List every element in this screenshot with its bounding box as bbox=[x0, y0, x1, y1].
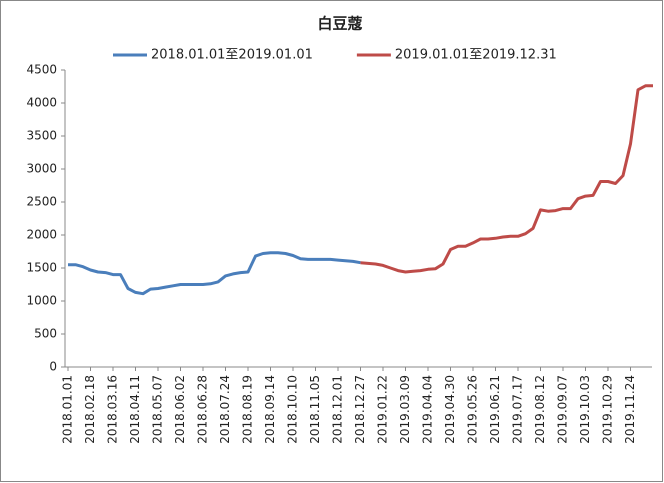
x-tick-label: 2018.03.16 bbox=[106, 375, 120, 444]
x-tick-label: 2018.04.11 bbox=[128, 375, 142, 444]
x-tick-label: 2018.06.02 bbox=[173, 375, 187, 444]
x-tick-label: 2018.06.28 bbox=[196, 375, 210, 444]
y-tick-label: 1000 bbox=[26, 294, 57, 308]
x-tick-label: 2019.04.04 bbox=[421, 375, 435, 444]
x-tick-label: 2018.08.19 bbox=[241, 375, 255, 444]
legend-label: 2019.01.01至2019.12.31 bbox=[395, 48, 557, 63]
y-tick-label: 1500 bbox=[26, 261, 57, 275]
legend-label: 2018.01.01至2019.01.01 bbox=[151, 48, 313, 63]
x-tick-label: 2019.03.09 bbox=[398, 375, 412, 444]
x-tick-label: 2019.06.21 bbox=[488, 375, 502, 444]
x-tick-label: 2019.04.30 bbox=[443, 375, 457, 444]
legend: 2018.01.01至2019.01.01 2019.01.01至2019.12.… bbox=[113, 48, 557, 63]
y-tick-label: 500 bbox=[34, 327, 57, 341]
x-tick-label: 2018.11.05 bbox=[308, 375, 322, 444]
x-tick-label: 2018.09.14 bbox=[263, 375, 277, 444]
x-tick-label: 2019.11.24 bbox=[623, 375, 637, 444]
y-tick-label: 3000 bbox=[26, 162, 57, 176]
x-tick-label: 2018.12.27 bbox=[353, 375, 367, 444]
y-tick-label: 4000 bbox=[26, 96, 57, 110]
y-tick-label: 4500 bbox=[26, 63, 57, 77]
x-tick-label: 2019.08.12 bbox=[533, 375, 547, 444]
x-tick-label: 2018.10.10 bbox=[286, 375, 300, 444]
series-line bbox=[360, 84, 653, 274]
x-tick-label: 2019.10.03 bbox=[578, 375, 592, 444]
y-tick-label: 0 bbox=[49, 360, 57, 374]
x-tick-label: 2019.05.26 bbox=[466, 375, 480, 444]
x-tick-label: 2018.02.18 bbox=[83, 375, 97, 444]
x-tick-label: 2018.05.07 bbox=[151, 375, 165, 444]
x-tick-label: 2018.01.01 bbox=[61, 375, 75, 444]
y-tick-label: 3500 bbox=[26, 129, 57, 143]
x-tick-label: 2018.12.01 bbox=[331, 375, 345, 444]
x-tick-label: 2018.07.24 bbox=[218, 375, 232, 444]
series-line bbox=[68, 251, 361, 296]
chart-title: 白豆蔻 bbox=[317, 15, 362, 33]
x-tick-label: 2019.07.17 bbox=[511, 375, 525, 444]
y-tick-label: 2500 bbox=[26, 195, 57, 209]
x-tick-label: 2019.09.07 bbox=[556, 375, 570, 444]
x-tick-label: 2019.01.22 bbox=[376, 375, 390, 444]
y-tick-label: 2000 bbox=[26, 228, 57, 242]
x-tick-label: 2019.10.29 bbox=[601, 375, 615, 444]
